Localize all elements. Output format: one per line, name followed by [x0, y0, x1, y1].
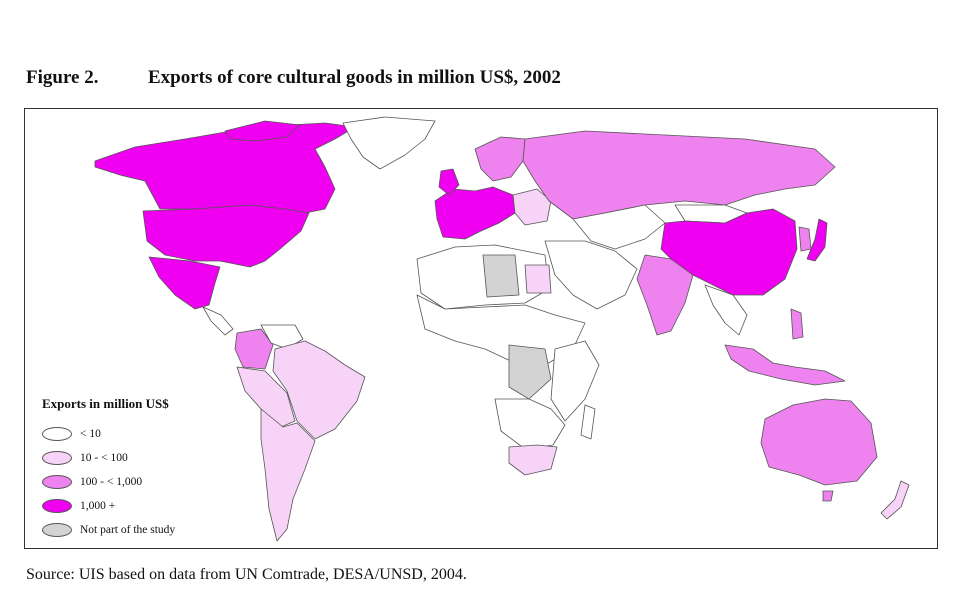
figure-number: Figure 2.	[26, 67, 99, 88]
region-japan	[806, 218, 828, 262]
region-madagascar	[580, 404, 596, 440]
legend-label: 10 - < 100	[80, 452, 128, 464]
legend-label: < 10	[80, 428, 101, 440]
region-colombia	[234, 328, 274, 370]
world-map-svg	[94, 116, 910, 542]
region-unstudied-sahara	[482, 254, 520, 298]
legend-label: Not part of the study	[80, 524, 176, 536]
region-australia	[760, 398, 878, 486]
region-southern-africa	[494, 398, 566, 450]
legend-swatch	[42, 451, 72, 465]
legend-label: 1,000 +	[80, 500, 116, 512]
legend-swatch	[42, 475, 72, 489]
region-indonesia	[724, 344, 846, 386]
region-unstudied-central-africa	[508, 344, 552, 400]
region-south-africa	[508, 444, 558, 476]
legend-item: Not part of the study	[42, 518, 175, 542]
region-southern-cone	[260, 408, 316, 542]
region-east-africa	[550, 340, 600, 422]
region-new-zealand	[880, 480, 910, 520]
region-scandinavia	[474, 136, 526, 182]
legend-swatch	[42, 499, 72, 513]
region-russia	[522, 130, 836, 220]
region-southeast-asia	[704, 284, 748, 336]
region-philippines	[790, 308, 804, 340]
region-brazil	[272, 340, 366, 440]
figure-title-text: Exports of core cultural goods in millio…	[148, 67, 561, 88]
region-eastern-europe	[512, 188, 552, 226]
region-western-europe	[434, 186, 516, 240]
region-arctic-islands	[224, 120, 301, 142]
map-legend: Exports in million US$ < 10 10 - < 100 1…	[42, 396, 175, 542]
region-andes	[236, 366, 296, 428]
source-note: Source: UIS based on data from UN Comtra…	[26, 566, 467, 583]
legend-swatch	[42, 523, 72, 537]
region-central-america	[202, 306, 234, 336]
legend-item: < 10	[42, 422, 175, 446]
legend-swatch	[42, 427, 72, 441]
region-greenland	[342, 116, 436, 170]
region-central-asia	[572, 204, 666, 250]
region-usa	[142, 204, 310, 268]
legend-item: 100 - < 1,000	[42, 470, 175, 494]
legend-item: 1,000 +	[42, 494, 175, 518]
region-tasmania	[822, 490, 834, 502]
region-india	[636, 254, 694, 336]
region-egypt	[524, 264, 552, 294]
world-map	[24, 108, 938, 549]
region-mexico	[148, 256, 221, 310]
legend-item: 10 - < 100	[42, 446, 175, 470]
legend-title: Exports in million US$	[42, 396, 169, 411]
figure-title: Figure 2. Exports of core cultural goods …	[26, 67, 561, 89]
legend-label: 100 - < 1,000	[80, 476, 143, 488]
region-uk	[438, 168, 460, 196]
region-middle-east	[544, 240, 638, 310]
region-canada	[94, 122, 356, 214]
region-korea	[798, 226, 812, 252]
